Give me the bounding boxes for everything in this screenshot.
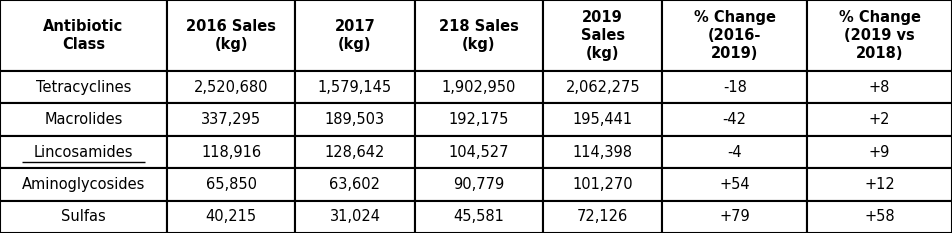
Text: 31,024: 31,024 bbox=[329, 209, 381, 224]
Text: 65,850: 65,850 bbox=[206, 177, 257, 192]
Bar bbox=[807, 0, 952, 71]
Text: 104,527: 104,527 bbox=[448, 144, 509, 160]
Text: 118,916: 118,916 bbox=[201, 144, 261, 160]
Bar bbox=[414, 71, 544, 103]
Text: Macrolides: Macrolides bbox=[44, 112, 123, 127]
Bar bbox=[663, 103, 807, 136]
Text: 40,215: 40,215 bbox=[206, 209, 257, 224]
Bar bbox=[0, 71, 167, 103]
Bar bbox=[295, 168, 414, 201]
Text: +2: +2 bbox=[869, 112, 890, 127]
Bar bbox=[295, 136, 414, 168]
Text: Antibiotic
Class: Antibiotic Class bbox=[43, 19, 124, 52]
Bar bbox=[807, 201, 952, 233]
Bar bbox=[544, 103, 663, 136]
Text: +8: +8 bbox=[869, 80, 890, 95]
Bar bbox=[544, 0, 663, 71]
Bar bbox=[544, 136, 663, 168]
Bar bbox=[414, 103, 544, 136]
Text: +54: +54 bbox=[720, 177, 750, 192]
Bar bbox=[295, 201, 414, 233]
Text: Lincosamides: Lincosamides bbox=[33, 144, 133, 160]
Bar bbox=[663, 168, 807, 201]
Text: -18: -18 bbox=[723, 80, 746, 95]
Bar bbox=[295, 71, 414, 103]
Bar bbox=[544, 201, 663, 233]
Bar bbox=[295, 103, 414, 136]
Text: 1,579,145: 1,579,145 bbox=[318, 80, 392, 95]
Text: 2016 Sales
(kg): 2016 Sales (kg) bbox=[186, 19, 276, 52]
Text: +79: +79 bbox=[720, 209, 750, 224]
Bar bbox=[295, 0, 414, 71]
Text: 218 Sales
(kg): 218 Sales (kg) bbox=[439, 19, 519, 52]
Bar bbox=[167, 0, 295, 71]
Text: 2017
(kg): 2017 (kg) bbox=[334, 19, 375, 52]
Text: 195,441: 195,441 bbox=[573, 112, 633, 127]
Bar bbox=[544, 71, 663, 103]
Text: Tetracyclines: Tetracyclines bbox=[35, 80, 131, 95]
Text: % Change
(2019 vs
2018): % Change (2019 vs 2018) bbox=[839, 10, 921, 61]
Text: 189,503: 189,503 bbox=[325, 112, 385, 127]
Text: 1,902,950: 1,902,950 bbox=[442, 80, 516, 95]
Bar bbox=[167, 168, 295, 201]
Bar bbox=[167, 136, 295, 168]
Text: +58: +58 bbox=[864, 209, 895, 224]
Bar bbox=[807, 168, 952, 201]
Text: 192,175: 192,175 bbox=[448, 112, 509, 127]
Bar bbox=[167, 103, 295, 136]
Bar bbox=[414, 0, 544, 71]
Text: 101,270: 101,270 bbox=[572, 177, 633, 192]
Text: Aminoglycosides: Aminoglycosides bbox=[22, 177, 145, 192]
Text: 63,602: 63,602 bbox=[329, 177, 381, 192]
Text: -42: -42 bbox=[723, 112, 746, 127]
Text: 2,062,275: 2,062,275 bbox=[565, 80, 640, 95]
Bar bbox=[807, 136, 952, 168]
Text: 2019
Sales
(kg): 2019 Sales (kg) bbox=[581, 10, 625, 61]
Bar bbox=[0, 201, 167, 233]
Text: +9: +9 bbox=[869, 144, 890, 160]
Text: 45,581: 45,581 bbox=[453, 209, 505, 224]
Bar bbox=[807, 71, 952, 103]
Text: 337,295: 337,295 bbox=[201, 112, 261, 127]
Bar bbox=[167, 201, 295, 233]
Text: Sulfas: Sulfas bbox=[61, 209, 106, 224]
Bar bbox=[663, 71, 807, 103]
Bar bbox=[414, 201, 544, 233]
Bar bbox=[0, 103, 167, 136]
Bar bbox=[0, 168, 167, 201]
Text: 2,520,680: 2,520,680 bbox=[194, 80, 268, 95]
Bar bbox=[663, 136, 807, 168]
Bar bbox=[663, 0, 807, 71]
Text: -4: -4 bbox=[727, 144, 742, 160]
Bar bbox=[414, 136, 544, 168]
Text: 72,126: 72,126 bbox=[577, 209, 628, 224]
Bar bbox=[807, 103, 952, 136]
Text: 114,398: 114,398 bbox=[573, 144, 633, 160]
Bar bbox=[414, 168, 544, 201]
Text: 128,642: 128,642 bbox=[325, 144, 386, 160]
Bar bbox=[0, 136, 167, 168]
Bar bbox=[544, 168, 663, 201]
Bar bbox=[0, 0, 167, 71]
Text: +12: +12 bbox=[864, 177, 895, 192]
Bar bbox=[167, 71, 295, 103]
Text: % Change
(2016-
2019): % Change (2016- 2019) bbox=[694, 10, 776, 61]
Bar bbox=[663, 201, 807, 233]
Text: 90,779: 90,779 bbox=[453, 177, 505, 192]
